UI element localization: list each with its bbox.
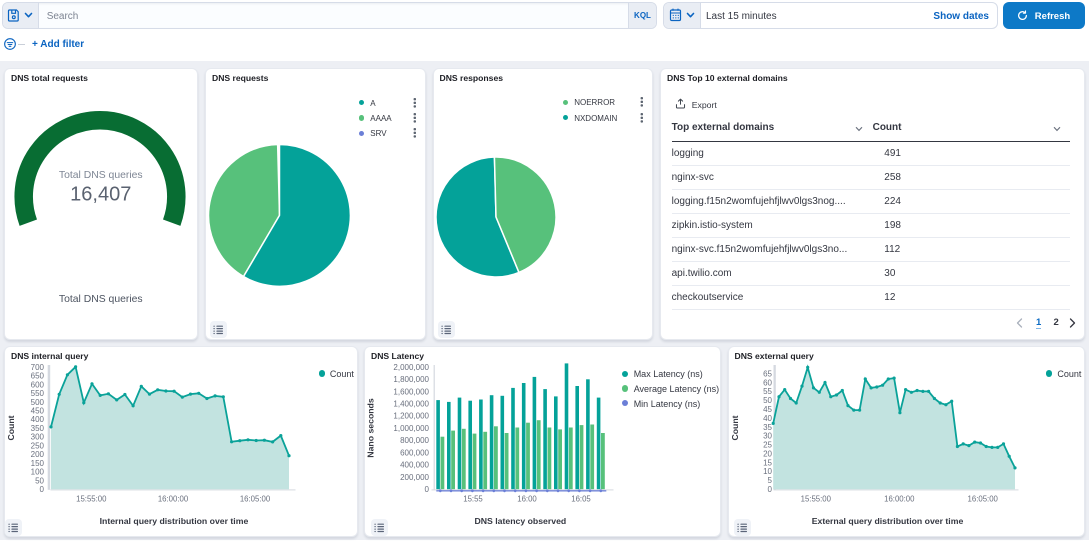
svg-text:0: 0 [40, 485, 45, 494]
svg-text:50: 50 [763, 396, 772, 405]
svg-text:16:00:00: 16:00:00 [884, 495, 915, 504]
svg-text:1,600,000: 1,600,000 [393, 387, 429, 396]
svg-text:0: 0 [767, 485, 772, 494]
svg-text:150: 150 [31, 459, 45, 468]
svg-text:16:05:00: 16:05:00 [240, 495, 271, 504]
svg-text:5: 5 [767, 476, 772, 485]
svg-text:25: 25 [763, 441, 772, 450]
svg-text:16:05: 16:05 [571, 495, 591, 504]
svg-text:45: 45 [763, 405, 772, 414]
svg-text:300: 300 [31, 433, 45, 442]
svg-text:15:55: 15:55 [463, 495, 483, 504]
svg-text:100: 100 [31, 468, 45, 477]
svg-text:400,000: 400,000 [400, 461, 429, 470]
svg-text:Count: Count [730, 415, 740, 440]
svg-text:15:55:00: 15:55:00 [800, 495, 831, 504]
svg-text:1,400,000: 1,400,000 [393, 400, 429, 409]
svg-text:0: 0 [425, 485, 430, 494]
svg-text:600: 600 [31, 380, 45, 389]
svg-text:Count: Count [6, 415, 16, 440]
svg-text:800,000: 800,000 [400, 436, 429, 445]
svg-text:600,000: 600,000 [400, 448, 429, 457]
svg-text:2,000,000: 2,000,000 [393, 363, 429, 372]
svg-text:1,000,000: 1,000,000 [393, 424, 429, 433]
svg-text:16,407: 16,407 [70, 183, 131, 205]
svg-text:15:55:00: 15:55:00 [76, 495, 107, 504]
svg-text:1,200,000: 1,200,000 [393, 412, 429, 421]
svg-text:15: 15 [763, 458, 772, 467]
svg-text:30: 30 [763, 432, 772, 441]
svg-text:10: 10 [763, 467, 772, 476]
svg-text:Nano seconds: Nano seconds [366, 398, 376, 458]
svg-text:50: 50 [35, 476, 44, 485]
svg-text:200,000: 200,000 [400, 473, 429, 482]
svg-text:16:00:00: 16:00:00 [158, 495, 189, 504]
svg-text:550: 550 [31, 389, 45, 398]
svg-text:500: 500 [31, 398, 45, 407]
svg-text:1,800,000: 1,800,000 [393, 375, 429, 384]
svg-text:35: 35 [763, 423, 772, 432]
svg-text:20: 20 [763, 449, 772, 458]
svg-text:65: 65 [763, 369, 772, 378]
svg-text:650: 650 [31, 372, 45, 381]
svg-text:55: 55 [763, 387, 772, 396]
svg-text:450: 450 [31, 407, 45, 416]
svg-text:400: 400 [31, 415, 45, 424]
svg-text:16:00: 16:00 [517, 495, 537, 504]
svg-text:60: 60 [763, 378, 772, 387]
svg-text:Total DNS queries: Total DNS queries [59, 170, 143, 181]
svg-text:40: 40 [763, 414, 772, 423]
svg-text:16:05:00: 16:05:00 [967, 495, 998, 504]
svg-text:350: 350 [31, 424, 45, 433]
svg-text:250: 250 [31, 441, 45, 450]
svg-text:Total DNS queries: Total DNS queries [59, 294, 143, 305]
svg-text:700: 700 [31, 363, 45, 372]
svg-text:200: 200 [31, 450, 45, 459]
